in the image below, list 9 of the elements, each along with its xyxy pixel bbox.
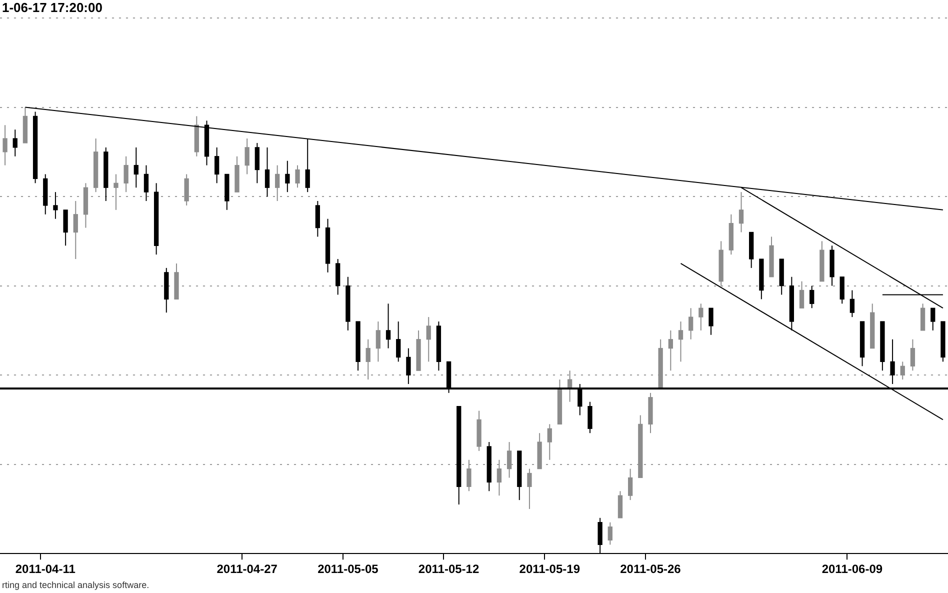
x-tick-label: 2011-05-12: [418, 562, 480, 576]
x-tick-label: 2011-06-09: [822, 562, 883, 576]
x-tick-label: 2011-04-27: [216, 562, 278, 576]
x-tick-label: 2011-05-19: [519, 562, 580, 576]
x-tick-label: 2011-05-05: [318, 562, 379, 576]
chart-title: 1-06-17 17:20:00: [2, 0, 102, 15]
x-tick-label: 2011-04-11: [15, 562, 76, 576]
x-tick-label: 2011-05-26: [620, 562, 682, 576]
text: rting and technical analysis software.: [2, 580, 150, 590]
